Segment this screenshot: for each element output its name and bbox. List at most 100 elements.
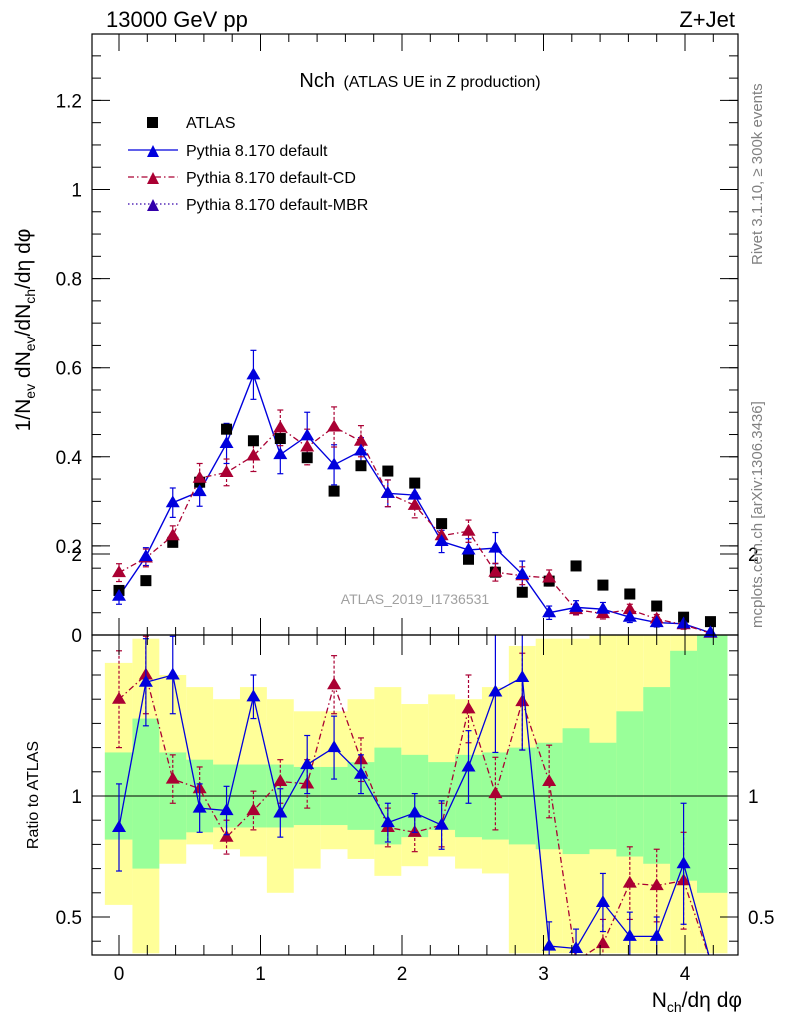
cd-ratio-marker [649, 878, 664, 891]
default-marker [649, 615, 664, 628]
default-ratio-marker [300, 757, 315, 770]
default-ratio-marker [192, 800, 207, 813]
default-ratio-marker [219, 803, 234, 816]
cd-marker [488, 564, 503, 577]
energy-label: 13000 GeV pp [106, 7, 248, 32]
legend-label-mbr: Pythia 8.170 default-MBR [186, 197, 368, 214]
plot-title: Nch (ATLAS UE in Z production) [299, 70, 540, 92]
default-ratio-marker [649, 929, 664, 941]
y-tick-label-ratio-right: 1 [748, 787, 759, 808]
default-marker [542, 605, 557, 618]
legend-label-atlas: ATLAS [186, 115, 236, 132]
default-ratio-marker [676, 856, 691, 869]
default-marker [434, 534, 449, 546]
default-ratio-marker [569, 941, 584, 954]
atlas-data-point [355, 460, 367, 472]
main-y-axis-label: 1/Nev dNev/dNch/dη dφ [12, 229, 38, 432]
y-tick-label-ratio: 2 [71, 545, 82, 566]
ratio-series-default [112, 635, 710, 955]
legend-marker-default [147, 145, 159, 157]
default-marker [488, 540, 503, 553]
ratio-panel-frame [91, 634, 739, 956]
cd-ratio-marker [273, 774, 288, 787]
default-ratio-marker [434, 817, 449, 830]
process-label: Z+Jet [679, 7, 735, 32]
atlas-data-point [221, 423, 233, 435]
default-ratio-marker [622, 929, 637, 941]
cd-ratio-marker [488, 786, 503, 799]
cd-marker [327, 419, 342, 432]
cd-ratio-marker [595, 936, 610, 949]
default-marker [273, 447, 288, 460]
atlas-data-point [436, 518, 448, 530]
default-marker [676, 616, 691, 629]
x-tick-label: 1 [255, 964, 266, 985]
default-ratio-marker [138, 674, 153, 687]
default-marker [515, 567, 530, 579]
atlas-data-point [247, 435, 259, 447]
default-marker [300, 428, 315, 441]
default-marker [703, 625, 718, 638]
cd-ratio-marker [569, 982, 583, 994]
y-tick-label-main: 0 [71, 626, 82, 647]
default-marker [192, 484, 207, 497]
atlas-data-point [597, 579, 609, 591]
y-tick-label-main: 0.4 [56, 448, 83, 469]
y-tick-label-main: 0.2 [56, 537, 82, 558]
x-axis-label: Nch/dη dφ [652, 989, 742, 1015]
x-tick-label: 4 [680, 964, 691, 985]
cd-marker [112, 565, 126, 578]
cd-ratio-marker [461, 701, 476, 714]
default-marker [622, 609, 637, 622]
axis-ticks: 0 1 2 3 4 0 0.2 0.4 0.6 0.8 1 1.2 0.5 0.5 1 1 2 2 [56, 34, 774, 985]
default-marker [407, 487, 422, 500]
default-ratio-marker [407, 805, 422, 818]
default-marker [219, 436, 234, 448]
cd-marker [622, 602, 637, 615]
atlas-data-point [274, 433, 286, 445]
default-ratio-marker [595, 895, 610, 908]
y-tick-label-main: 1 [71, 181, 82, 202]
cd-marker [165, 528, 180, 541]
ratio-band-inner-bin [643, 687, 671, 864]
analysis-id: ATLAS_2019_I1736531 [341, 591, 490, 607]
side-label-rivet: Rivet 3.1.10, ≥ 300k events [749, 83, 766, 265]
default-ratio-marker [327, 740, 342, 753]
cd-ratio-marker [219, 829, 234, 842]
legend-marker-atlas [147, 117, 158, 128]
atlas-data-point [328, 485, 340, 497]
atlas-data-point [140, 575, 152, 587]
legend-label-default: Pythia 8.170 default [186, 143, 328, 160]
cd-ratio-marker [112, 691, 126, 704]
default-marker [138, 549, 153, 562]
atlas-data-point [651, 600, 663, 612]
default-ratio-marker [488, 684, 503, 697]
default-ratio-marker [515, 670, 530, 682]
default-ratio-marker [112, 820, 126, 833]
y-tick-label-ratio: 1 [71, 787, 82, 808]
atlas-data-point [409, 477, 421, 489]
legend-marker-cd [147, 172, 159, 184]
default-marker [327, 457, 342, 470]
cd-marker [353, 433, 368, 446]
atlas-data-point [382, 465, 394, 477]
y-tick-label-ratio-right: 2 [748, 545, 759, 566]
cd-ratio-marker [165, 771, 180, 784]
default-marker [112, 588, 126, 601]
cd-marker [542, 570, 557, 583]
cd-marker [219, 465, 234, 477]
series-default-markers [112, 367, 718, 638]
default-marker [569, 600, 584, 612]
ratio-band-inner-bin [697, 635, 728, 893]
y-tick-label-main: 0.6 [56, 359, 82, 380]
x-tick-label: 0 [114, 964, 125, 985]
cd-marker [273, 420, 288, 433]
side-label-mcplots: mcplots.cern.ch [arXiv:1306.3436] [749, 401, 766, 628]
default-marker [380, 485, 395, 498]
legend-marker-mbr [147, 199, 159, 211]
atlas-data-point [624, 588, 636, 600]
x-tick-label: 3 [538, 964, 549, 985]
atlas-data-point [463, 553, 475, 565]
cd-marker [246, 448, 261, 461]
